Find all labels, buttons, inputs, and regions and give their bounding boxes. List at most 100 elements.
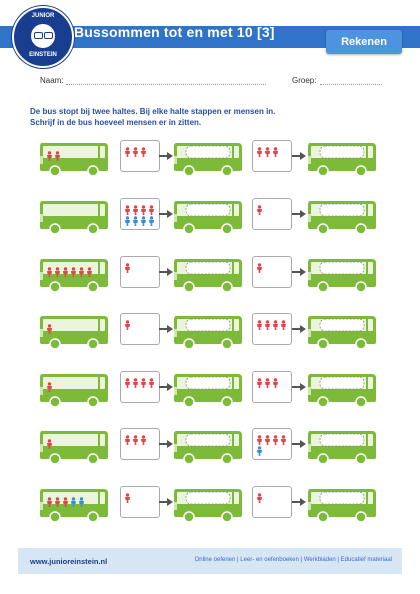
waiting-person-icon	[132, 375, 139, 388]
exercise-row	[0, 426, 420, 466]
exercise-row	[0, 484, 420, 524]
start-bus-icon	[38, 313, 110, 350]
waiting-person-icon	[132, 213, 139, 226]
answer-bus-1[interactable]	[172, 428, 244, 465]
arrow-right-icon	[292, 440, 306, 448]
start-bus-icon	[38, 371, 110, 408]
answer-bus-1[interactable]	[172, 256, 244, 293]
stop-2-box	[252, 256, 292, 288]
waiting-person-icon	[148, 375, 155, 388]
exercise-row	[0, 138, 420, 178]
waiting-person-icon	[256, 432, 263, 445]
waiting-person-icon	[264, 317, 271, 330]
stop-2-box	[252, 371, 292, 403]
passenger-icon	[70, 494, 77, 507]
exercise-row	[0, 369, 420, 409]
stop-1-box	[120, 313, 160, 345]
answer-bus-2[interactable]	[306, 256, 378, 293]
arrow-right-icon	[159, 498, 173, 506]
waiting-person-icon	[148, 202, 155, 215]
waiting-person-icon	[272, 375, 279, 388]
stop-1-box	[120, 198, 160, 230]
waiting-person-icon	[140, 202, 147, 215]
passenger-icon	[46, 321, 53, 334]
answer-bus-1[interactable]	[172, 198, 244, 235]
answer-bus-2[interactable]	[306, 198, 378, 235]
waiting-person-icon	[256, 144, 263, 157]
name-field[interactable]	[66, 84, 266, 85]
arrow-right-icon	[159, 268, 173, 276]
start-bus-icon	[38, 486, 110, 523]
arrow-right-icon	[292, 268, 306, 276]
waiting-person-icon	[140, 144, 147, 157]
arrow-right-icon	[159, 152, 173, 160]
start-bus-icon	[38, 256, 110, 293]
answer-bus-2[interactable]	[306, 428, 378, 465]
answer-bus-2[interactable]	[306, 486, 378, 523]
answer-bus-2[interactable]	[306, 313, 378, 350]
passenger-icon	[78, 494, 85, 507]
waiting-person-icon	[264, 375, 271, 388]
waiting-person-icon	[124, 260, 131, 273]
stop-1-box	[120, 256, 160, 288]
glasses-right-icon	[44, 32, 53, 39]
stop-2-box	[252, 198, 292, 230]
header: Bussommen tot en met 10 [3] Rekenen JUNI…	[0, 0, 420, 68]
passenger-icon	[54, 148, 61, 161]
arrow-right-icon	[292, 383, 306, 391]
name-label: Naam:	[40, 76, 64, 85]
stop-2-box	[252, 428, 292, 460]
waiting-person-icon	[132, 144, 139, 157]
waiting-person-icon	[140, 213, 147, 226]
page-title: Bussommen tot en met 10 [3]	[74, 24, 275, 40]
passenger-icon	[54, 264, 61, 277]
group-field[interactable]	[320, 84, 382, 85]
einstein-face-icon	[31, 24, 55, 48]
logo-text-top: JUNIOR	[31, 13, 55, 19]
glasses-left-icon	[34, 32, 43, 39]
exercise-row	[0, 311, 420, 351]
subject-tab[interactable]: Rekenen	[326, 30, 402, 54]
group-label: Groep:	[292, 76, 317, 85]
waiting-person-icon	[148, 213, 155, 226]
logo-text-bottom: EINSTEIN	[29, 52, 57, 58]
header-bar	[0, 26, 420, 48]
passenger-icon	[62, 264, 69, 277]
answer-bus-1[interactable]	[172, 313, 244, 350]
passenger-icon	[46, 494, 53, 507]
answer-bus-1[interactable]	[172, 140, 244, 177]
arrow-right-icon	[292, 152, 306, 160]
stop-2-box	[252, 140, 292, 172]
waiting-person-icon	[256, 490, 263, 503]
arrow-right-icon	[159, 325, 173, 333]
footer: www.junioreinstein.nl Online oefenen | L…	[18, 548, 402, 574]
waiting-person-icon	[272, 144, 279, 157]
exercise-row	[0, 196, 420, 236]
footer-url[interactable]: www.junioreinstein.nl	[30, 557, 108, 566]
passenger-icon	[78, 264, 85, 277]
waiting-person-icon	[256, 202, 263, 215]
stop-2-box	[252, 486, 292, 518]
stop-1-box	[120, 371, 160, 403]
instruction-line-2: Schrijf in de bus hoeveel mensen er in z…	[30, 118, 202, 127]
answer-bus-2[interactable]	[306, 371, 378, 408]
answer-bus-2[interactable]	[306, 140, 378, 177]
arrow-right-icon	[159, 210, 173, 218]
waiting-person-icon	[124, 432, 131, 445]
waiting-person-icon	[272, 432, 279, 445]
waiting-person-icon	[124, 213, 131, 226]
instruction-line-1: De bus stopt bij twee haltes. Bij elke h…	[30, 107, 276, 116]
arrow-right-icon	[292, 325, 306, 333]
stop-1-box	[120, 428, 160, 460]
waiting-person-icon	[140, 432, 147, 445]
answer-bus-1[interactable]	[172, 486, 244, 523]
answer-bus-1[interactable]	[172, 371, 244, 408]
footer-links[interactable]: Online oefenen | Leer- en oefenboeken | …	[194, 557, 392, 563]
passenger-icon	[54, 494, 61, 507]
arrow-right-icon	[292, 210, 306, 218]
arrow-right-icon	[159, 440, 173, 448]
stop-1-box	[120, 140, 160, 172]
passenger-icon	[62, 494, 69, 507]
waiting-person-icon	[132, 432, 139, 445]
start-bus-icon	[38, 140, 110, 177]
